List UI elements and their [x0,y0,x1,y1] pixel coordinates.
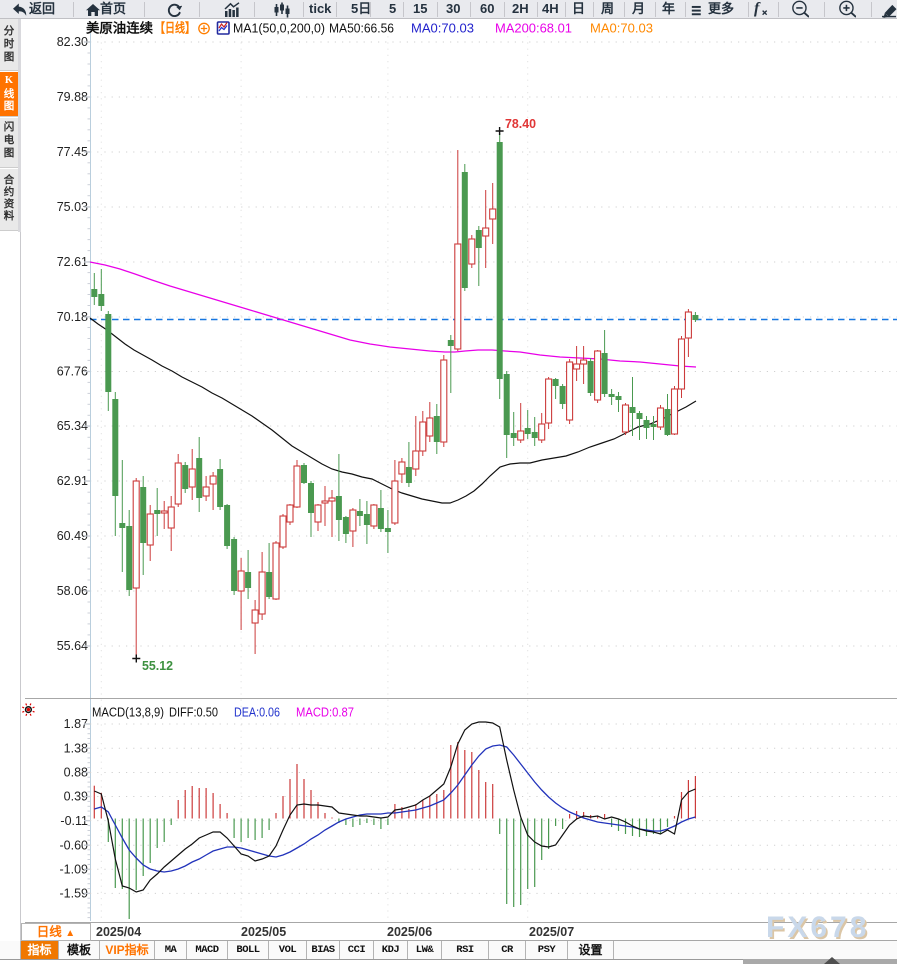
svg-text:MACD:0.87: MACD:0.87 [296,705,354,720]
svg-text:62.91: 62.91 [57,474,88,488]
svg-text:65.34: 65.34 [57,419,88,433]
svg-text:MA200:68.01: MA200:68.01 [495,21,572,36]
svg-text:77.45: 77.45 [57,145,88,159]
svg-text:MA0:70.03: MA0:70.03 [411,21,474,36]
svg-text:0.39: 0.39 [64,790,88,804]
svg-text:55.12: 55.12 [142,658,173,673]
svg-text:58.06: 58.06 [57,584,88,598]
svg-text:DEA:0.06: DEA:0.06 [234,705,280,720]
svg-text:60.49: 60.49 [57,529,88,543]
svg-text:79.88: 79.88 [57,90,88,104]
svg-text:70.18: 70.18 [57,310,88,324]
svg-text:-1.09: -1.09 [60,863,89,877]
svg-text:MA0:70.03: MA0:70.03 [590,21,653,36]
svg-text:-0.11: -0.11 [60,814,88,828]
svg-text:MA1(50,0,200,0): MA1(50,0,200,0) [233,21,325,36]
svg-text:【日线】: 【日线】 [155,21,195,36]
svg-text:-1.59: -1.59 [60,887,89,901]
svg-text:MA50:66.56: MA50:66.56 [329,21,394,36]
svg-text:82.30: 82.30 [57,35,88,49]
svg-text:0.88: 0.88 [64,766,88,780]
svg-text:67.76: 67.76 [57,365,88,379]
svg-text:1.87: 1.87 [64,717,88,731]
svg-text:72.61: 72.61 [57,255,88,269]
svg-text:MACD(13,8,9): MACD(13,8,9) [92,705,164,720]
svg-text:75.03: 75.03 [57,200,88,214]
svg-text:-0.60: -0.60 [60,838,89,852]
svg-text:55.64: 55.64 [57,639,88,653]
svg-text:美原油连续: 美原油连续 [86,21,153,36]
svg-text:DIFF:0.50: DIFF:0.50 [169,705,218,720]
svg-text:1.38: 1.38 [64,742,88,756]
svg-text:78.40: 78.40 [505,116,536,131]
